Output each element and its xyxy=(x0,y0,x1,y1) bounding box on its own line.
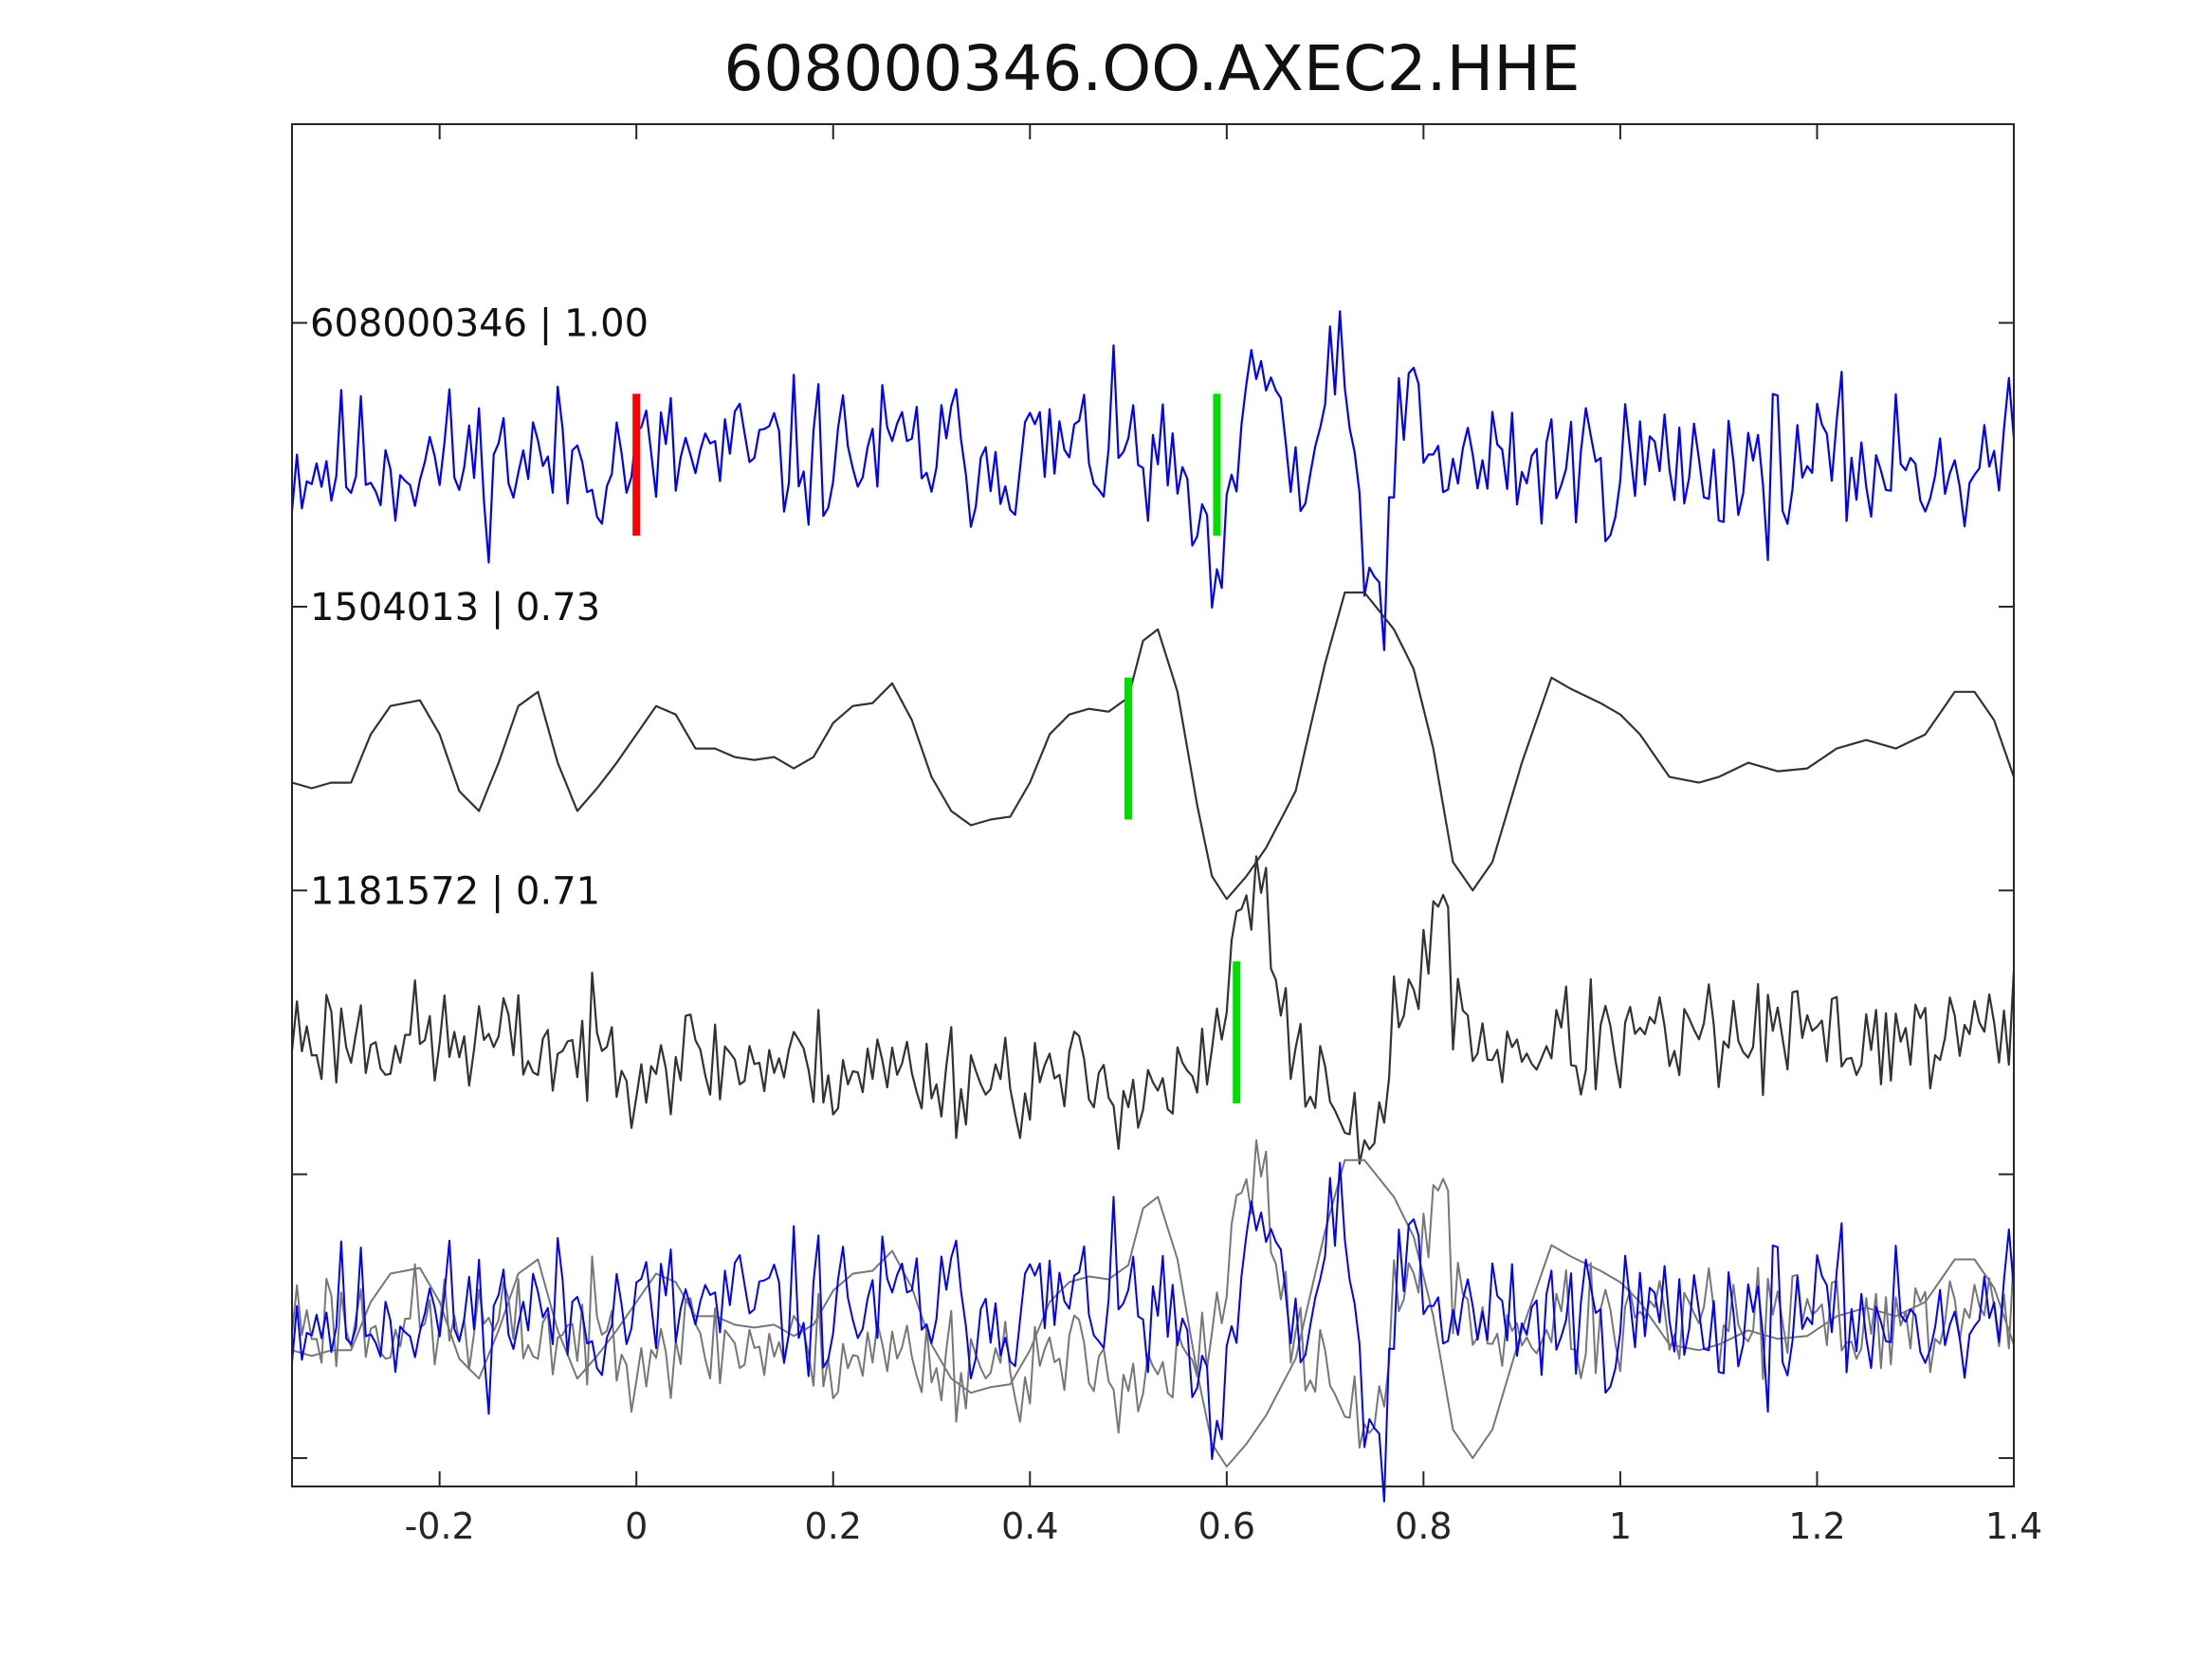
x-tick-label: 1.2 xyxy=(1788,1505,1845,1547)
x-tick-label: 1.4 xyxy=(1985,1505,2042,1547)
trace-label: 608000346 | 1.00 xyxy=(310,302,649,346)
trace-line xyxy=(291,591,2016,901)
overlay-trace-line xyxy=(291,1139,2015,1449)
x-tick-label: 0.6 xyxy=(1198,1505,1255,1547)
chart-title: 608000346.OO.AXEC2.HHE xyxy=(723,32,1580,105)
trace-label: 1504013 | 0.73 xyxy=(310,586,600,629)
trace-line xyxy=(290,855,2016,1165)
x-tick-label: 0.2 xyxy=(805,1505,862,1547)
trace-labels: 608000346 | 1.00 1504013 | 0.73 1181572 | … xyxy=(310,302,649,914)
x-tick-label: -0.2 xyxy=(405,1505,475,1547)
axis-ticks: -0.2 0 0.2 0.4 0.6 0.8 1 1.2 1.4 xyxy=(292,124,2042,1547)
overlay-trace-line xyxy=(291,1158,2015,1468)
trace-lines xyxy=(290,310,2016,1165)
plot-frame xyxy=(291,123,2015,1487)
overlay-trace-line xyxy=(291,1161,2015,1503)
trace-line xyxy=(290,310,2016,651)
pick-markers xyxy=(632,393,1241,1103)
x-tick-label: 0.8 xyxy=(1395,1505,1452,1547)
trace-label: 1181572 | 0.71 xyxy=(310,869,600,913)
x-tick-label: 1 xyxy=(1609,1505,1632,1547)
overlay-traces xyxy=(291,1139,2015,1503)
x-tick-label: 0.4 xyxy=(1001,1505,1058,1547)
x-tick-label: 0 xyxy=(625,1505,648,1547)
